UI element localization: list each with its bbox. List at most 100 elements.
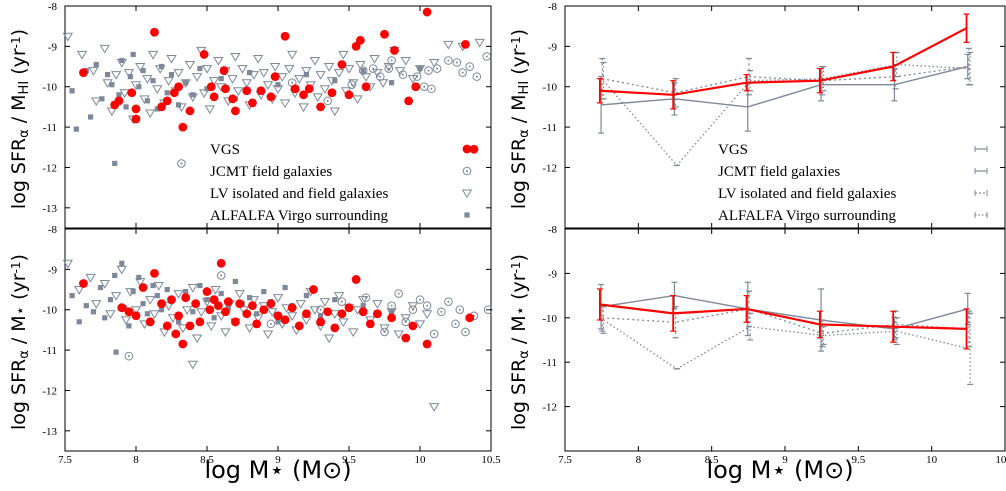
alfalfa-point — [140, 67, 146, 74]
alfalfa-point — [116, 92, 122, 98]
alfalfa-point — [144, 311, 150, 317]
lv-point — [319, 85, 331, 94]
vgs-point — [185, 321, 195, 331]
vgs-point — [344, 90, 354, 100]
lv-point — [220, 328, 231, 338]
y-tick-label: -11 — [543, 122, 557, 134]
vgs-point — [299, 90, 308, 100]
error-bar — [820, 65, 827, 92]
vgs-point — [330, 323, 340, 333]
jcmt-point — [451, 319, 460, 329]
alfalfa-point — [127, 74, 133, 80]
vgs-point — [242, 86, 252, 96]
vgs-point — [390, 46, 399, 55]
alfalfa-point — [87, 114, 94, 120]
x-axis-label-right: log M⋆ (M⊙) — [706, 456, 853, 484]
vgs-point — [216, 258, 226, 268]
panel-top-right: -8 -9 -10 -11 -12 log SFRα / MHI (yr-1) VGS JCM… — [508, 1, 1006, 229]
vgs-point — [422, 339, 432, 349]
jcmt-point — [177, 159, 186, 168]
vgs-point — [323, 307, 333, 317]
lv-point — [147, 50, 159, 60]
lv-point — [287, 50, 298, 60]
jcmt-point — [422, 301, 432, 310]
x-tick-label: 9 — [275, 454, 281, 466]
vgs-point — [327, 88, 337, 98]
y-tick-label: -12 — [42, 385, 57, 397]
lv-point — [142, 75, 153, 84]
lv-point — [400, 56, 411, 66]
lv-point — [116, 265, 127, 275]
vgs-point — [259, 305, 269, 315]
lv-point — [309, 56, 321, 66]
vgs-point — [138, 283, 148, 292]
vgs-point — [252, 319, 262, 329]
y-tick-label: -10 — [42, 305, 57, 317]
error-bar — [816, 67, 823, 94]
error-bar — [967, 312, 974, 385]
lv-point — [163, 77, 174, 86]
legend-entry: VGS — [210, 142, 240, 158]
series-line — [599, 303, 967, 330]
legend-entry: LV isolated and field galaxies — [718, 186, 896, 202]
alfalfa-point — [168, 72, 175, 78]
jcmt-point — [361, 293, 371, 302]
jcmt-point — [429, 329, 439, 339]
jcmt-point — [124, 351, 134, 361]
legend-symbol — [974, 212, 988, 218]
alfalfa-point — [107, 297, 114, 303]
lv-point — [91, 300, 102, 309]
y-axis-label: log SFRα / M⋆ (yr-1) — [508, 254, 532, 430]
y-tick-label: -10 — [542, 313, 557, 325]
lv-point — [230, 52, 241, 62]
lv-point — [62, 32, 74, 42]
vgs-point — [114, 96, 124, 106]
lv-point — [429, 403, 440, 412]
y-axis-label: log SFRα / M⋆ (yr-1) — [8, 254, 32, 430]
lv-point — [139, 95, 150, 105]
alfalfa-point — [126, 323, 132, 329]
vgs-point — [205, 305, 215, 315]
y-tick-label: -11 — [43, 122, 57, 134]
alfalfa-point — [389, 80, 395, 86]
lv-point — [252, 314, 264, 323]
vgs-point — [145, 317, 155, 327]
jcmt-point — [444, 56, 453, 65]
vgs-point — [79, 68, 88, 77]
y-tick-label: -9 — [548, 41, 558, 53]
vgs-point — [294, 321, 304, 331]
error-bar — [893, 317, 900, 346]
alfalfa-point — [90, 309, 96, 315]
lv-point — [116, 59, 127, 68]
vgs-point — [404, 96, 414, 106]
lv-point — [272, 85, 284, 94]
y-tick-label: -12 — [542, 402, 557, 414]
lv-point — [99, 44, 110, 54]
series-line — [601, 65, 968, 108]
vgs-point — [316, 102, 325, 112]
vgs-point — [157, 299, 166, 309]
lv-point — [180, 79, 191, 88]
lv-point — [386, 308, 397, 317]
vgs-point — [209, 92, 219, 102]
x-tick-label: 10 — [415, 454, 427, 466]
lv-point — [105, 310, 116, 319]
lv-point — [338, 50, 349, 60]
alfalfa-point — [99, 96, 105, 102]
jcmt-point — [482, 52, 492, 61]
x-tick-label: 9.5 — [342, 454, 356, 466]
alfalfa-point — [261, 288, 267, 295]
lv-point — [244, 324, 255, 334]
jcmt-point — [337, 297, 347, 306]
vgs-point — [287, 303, 297, 313]
vgs-point — [242, 309, 252, 319]
lv-point — [348, 328, 359, 338]
lv-point — [184, 61, 196, 70]
lv-point — [248, 71, 260, 80]
lv-point — [74, 286, 85, 295]
jcmt-point — [347, 80, 357, 90]
lv-point — [393, 330, 404, 340]
alfalfa-point — [232, 278, 238, 285]
alfalfa-point — [183, 80, 189, 86]
lv-point — [173, 290, 184, 299]
